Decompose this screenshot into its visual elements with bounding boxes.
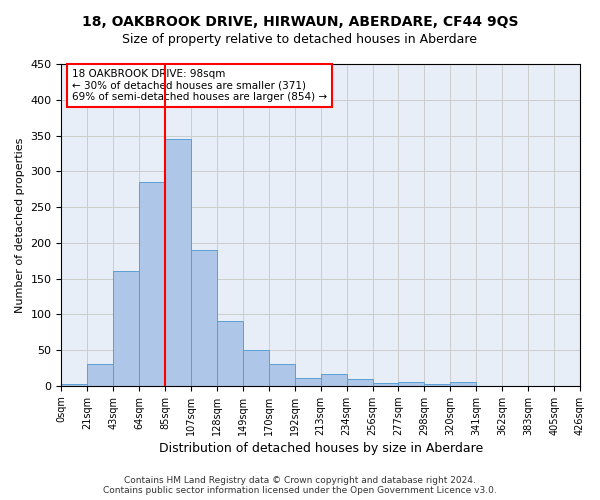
Bar: [139, 182, 165, 386]
Text: 18, OAKBROOK DRIVE, HIRWAUN, ABERDARE, CF44 9QS: 18, OAKBROOK DRIVE, HIRWAUN, ABERDARE, C…: [82, 15, 518, 29]
Text: Size of property relative to detached houses in Aberdare: Size of property relative to detached ho…: [122, 32, 478, 46]
Bar: [424, 384, 451, 386]
X-axis label: Distribution of detached houses by size in Aberdare: Distribution of detached houses by size …: [158, 442, 483, 455]
Text: Contains HM Land Registry data © Crown copyright and database right 2024.
Contai: Contains HM Land Registry data © Crown c…: [103, 476, 497, 495]
Text: 18 OAKBROOK DRIVE: 98sqm
← 30% of detached houses are smaller (371)
69% of semi-: 18 OAKBROOK DRIVE: 98sqm ← 30% of detach…: [72, 69, 327, 102]
Bar: [321, 374, 347, 386]
Y-axis label: Number of detached properties: Number of detached properties: [15, 137, 25, 312]
Bar: [398, 382, 424, 386]
Bar: [113, 272, 139, 386]
Bar: [61, 384, 88, 386]
Bar: [373, 383, 398, 386]
Bar: [347, 380, 373, 386]
Bar: [217, 322, 243, 386]
Bar: [295, 378, 321, 386]
Bar: [269, 364, 295, 386]
Bar: [88, 364, 113, 386]
Bar: [165, 139, 191, 386]
Bar: [243, 350, 269, 386]
Bar: [451, 382, 476, 386]
Bar: [191, 250, 217, 386]
